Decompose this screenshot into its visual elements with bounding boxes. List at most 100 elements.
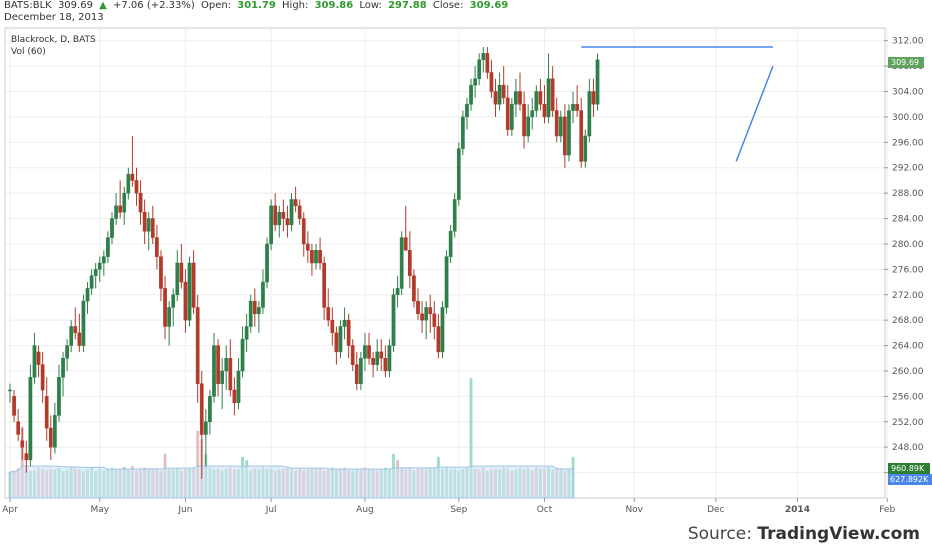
candle-body — [432, 313, 437, 327]
candle-body — [501, 84, 506, 99]
candle-body — [526, 116, 531, 137]
candle-body — [440, 307, 445, 353]
y-tick-label: 280.00 — [892, 240, 924, 250]
x-axis: Apr May Jun Jul Aug Sep Oct Nov Dec 2014 Feb — [2, 498, 895, 515]
candle-body — [428, 307, 433, 315]
candle-body — [330, 319, 335, 334]
price-badge: 309.69 — [888, 57, 924, 68]
x-tick-label: 2014 — [785, 505, 810, 515]
close-value: 309.69 — [469, 0, 509, 11]
candle-body — [228, 358, 233, 391]
candle-body — [538, 91, 543, 105]
candle-body — [346, 319, 351, 346]
candle-body — [65, 345, 69, 359]
candle-body — [53, 415, 57, 448]
candle-body — [350, 345, 355, 365]
candle-body — [36, 351, 41, 365]
candle-body — [301, 218, 306, 245]
candle-body — [146, 218, 151, 232]
change-value: +7.06 (+2.33%) — [113, 0, 195, 11]
legend-volume: Vol (60) — [11, 47, 46, 57]
high-value: 309.86 — [314, 0, 354, 11]
candle-body — [436, 326, 441, 353]
open-value: 301.79 — [237, 0, 276, 11]
change-arrow-icon: ▲ — [99, 0, 107, 11]
candle-body — [477, 59, 482, 80]
candle-body — [24, 453, 29, 461]
candle-body — [379, 351, 384, 359]
volume-badge: 960.89K — [888, 463, 930, 474]
candle-body — [261, 281, 265, 308]
price-badge-text: 309.69 — [891, 58, 919, 67]
candle-body — [216, 345, 220, 384]
candle-body — [57, 377, 61, 416]
candle-body — [363, 345, 367, 359]
candle-body — [416, 300, 420, 315]
low-value: 297.88 — [388, 0, 427, 11]
candle-body — [77, 332, 82, 346]
candle-body — [265, 243, 269, 283]
candle-body — [322, 262, 327, 308]
y-tick-label: 296.00 — [892, 138, 924, 148]
y-tick-label: 260.00 — [892, 367, 924, 377]
source-brand: TradingView.com — [757, 524, 920, 544]
volume-bar — [20, 426, 24, 498]
y-tick-label: 312.00 — [892, 37, 924, 47]
candle-body — [595, 59, 600, 105]
y-tick-label: 284.00 — [892, 215, 924, 225]
y-tick-label: 256.00 — [892, 392, 924, 402]
candle-body — [203, 421, 208, 435]
x-tick-label: Apr — [2, 505, 18, 515]
candle-body — [232, 389, 237, 403]
candle-body — [8, 389, 12, 392]
candle-body — [285, 218, 290, 226]
quote-row: BATS:BLK 309.69 ▲ +7.06 (+2.33%) Open: 3… — [4, 0, 511, 12]
y-axis: 312.00308.00304.00300.00296.00292.00288.… — [884, 37, 924, 479]
price-chart[interactable]: 312.00308.00304.00300.00296.00292.00288.… — [0, 0, 932, 520]
candle-body — [224, 358, 229, 372]
last-price: 309.69 — [57, 0, 93, 11]
volume-ma-area — [9, 465, 574, 499]
y-tick-label: 268.00 — [892, 316, 924, 326]
source-credit[interactable]: Source: TradingView.com — [688, 524, 920, 544]
candle-body — [587, 91, 592, 137]
candle-body — [20, 440, 25, 448]
candle-body — [28, 377, 33, 461]
candle-body — [497, 84, 502, 105]
candle-body — [530, 110, 535, 118]
candle-body — [208, 396, 212, 423]
candle-body — [563, 116, 567, 156]
candle-body — [93, 269, 98, 276]
candle-body — [69, 326, 74, 346]
candle-body — [420, 313, 424, 321]
candle-body — [44, 396, 49, 429]
candle-body — [293, 199, 298, 207]
candle-body — [338, 326, 343, 353]
candle-body — [448, 230, 453, 257]
trendlines[interactable] — [581, 46, 774, 162]
x-tick-label: May — [90, 505, 109, 515]
candle-body — [403, 237, 408, 251]
candle-body — [367, 345, 371, 359]
x-tick-label: Oct — [537, 505, 553, 515]
legend-series: Blackrock, D, BATS — [11, 35, 96, 45]
candle-body — [269, 205, 273, 245]
candle-body — [240, 338, 245, 372]
candle-body — [514, 91, 518, 105]
candle-body — [114, 205, 118, 219]
x-tick-label: Aug — [356, 505, 374, 515]
symbol-label: BATS:BLK — [4, 0, 52, 11]
candle-body — [159, 256, 163, 289]
candle-body — [150, 218, 155, 238]
candle-body — [106, 237, 110, 257]
candle-body — [375, 351, 380, 365]
candle-body — [509, 103, 514, 130]
trendline — [735, 65, 774, 162]
candlesticks — [8, 47, 600, 479]
candle-body — [579, 110, 584, 162]
candle-body — [371, 358, 375, 365]
candle-body — [310, 250, 314, 264]
candle-body — [134, 180, 139, 194]
candle-body — [383, 358, 388, 372]
y-tick-label: 300.00 — [892, 113, 924, 123]
